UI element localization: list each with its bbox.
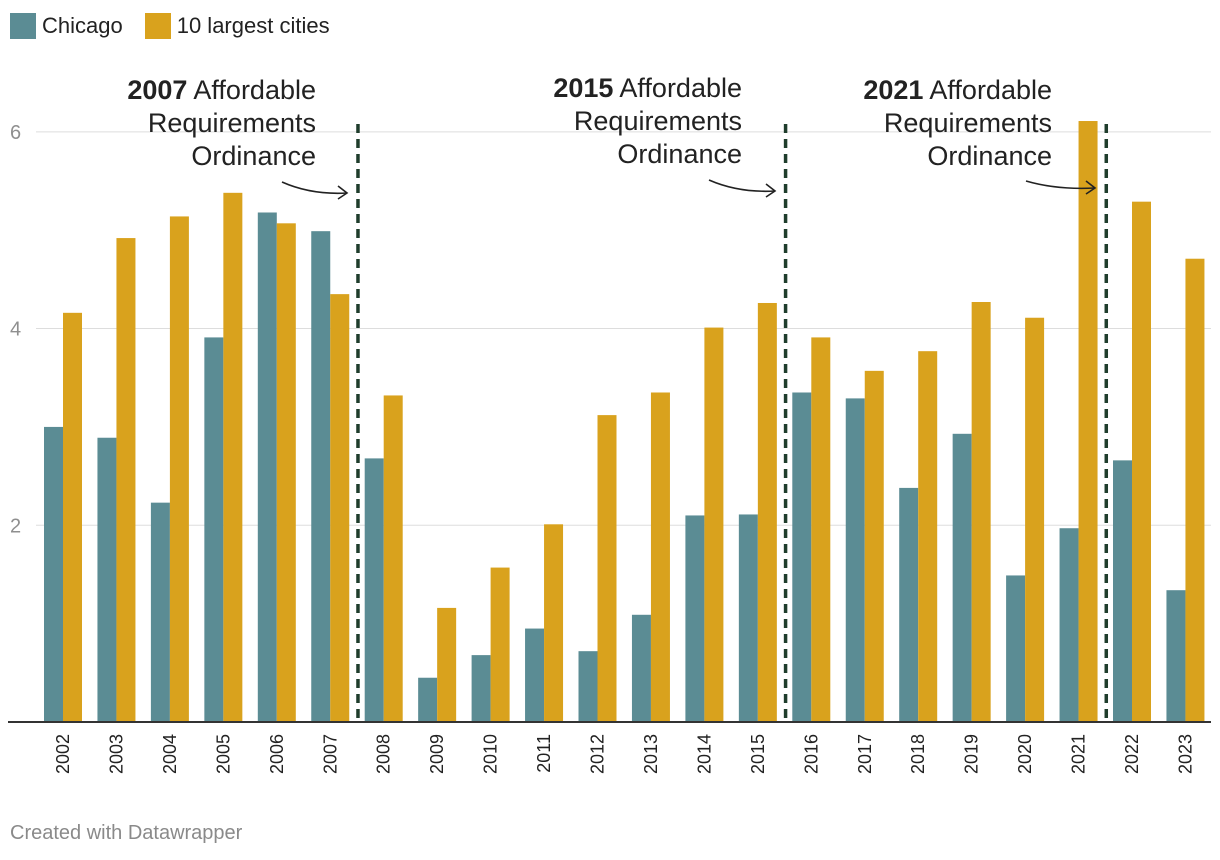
bar-chicago-2019 [952,433,972,722]
bar-largest-cities-2011 [544,524,564,722]
y-tick-label-6: 6 [10,122,21,144]
x-tick-label-2008: 2008 [374,734,394,774]
bar-largest-cities-2020 [1025,317,1045,722]
bar-largest-cities-2017 [864,370,884,722]
bar-chicago-2002 [44,426,63,722]
bar-largest-cities-2004 [169,216,189,723]
annotation-2021-line2: Requirements [883,108,1052,138]
bar-largest-cities-2015 [757,302,777,722]
annotation-arrowhead-2015 [765,183,777,198]
credit-text[interactable]: Created with Datawrapper [10,822,243,844]
x-tick-label-2005: 2005 [213,734,233,774]
bar-largest-cities-2007 [330,294,350,722]
bar-largest-cities-2021 [1078,121,1098,722]
bar-largest-cities-2002 [63,312,82,722]
x-tick-label-2003: 2003 [106,734,126,774]
annotation-arrow-2015 [708,179,776,193]
annotation-2021-line1: 2021 Affordable [863,75,1052,105]
y-tick-label-4: 4 [10,319,21,341]
x-tick-label-2004: 2004 [160,734,180,774]
bar-chicago-2005 [204,337,224,722]
x-tick-label-2017: 2017 [855,734,875,774]
bar-largest-cities-2022 [1132,201,1151,723]
bar-chicago-2013 [631,614,651,722]
bar-chicago-2008 [364,458,384,722]
bar-chicago-2014 [685,515,705,722]
bar-chicago-2011 [525,628,545,722]
bar-largest-cities-2023 [1185,258,1205,722]
bar-chicago-2009 [418,677,438,722]
x-tick-label-2006: 2006 [267,734,287,774]
annotation-2021: 2021 Affordable Requirements Ordinance [863,74,1052,173]
annotation-2007-line3: Ordinance [191,141,316,171]
bar-chicago-2018 [899,487,919,722]
annotation-arrow-2007 [281,181,348,195]
bar-largest-cities-2010 [490,567,510,722]
annotation-arrowhead-2021 [1085,180,1097,195]
annotation-2007-line2: Requirements [147,108,316,138]
bar-chicago-2010 [471,655,491,722]
x-tick-label-2010: 2010 [481,734,501,774]
x-tick-label-2007: 2007 [320,734,340,774]
bar-largest-cities-2014 [704,327,724,722]
x-tick-label-2019: 2019 [962,734,982,774]
x-tick-label-2015: 2015 [748,734,768,774]
bar-chicago-2016 [792,392,812,722]
annotation-2015-line2: Requirements [573,106,742,136]
x-tick-label-2011: 2011 [534,734,554,773]
x-tick-label-2018: 2018 [908,734,928,774]
bar-largest-cities-2009 [437,607,457,722]
annotation-2021-line3: Ordinance [927,141,1052,171]
x-tick-label-2012: 2012 [588,734,608,774]
bar-chicago-2007 [311,231,331,722]
bar-largest-cities-2003 [116,238,136,723]
bar-chicago-2012 [578,651,598,722]
bar-largest-cities-2016 [811,337,831,722]
annotation-2015: 2015 Affordable Requirements Ordinance [553,72,742,171]
annotation-2015-line3: Ordinance [617,139,742,169]
bar-largest-cities-2008 [383,395,403,722]
bar-largest-cities-2012 [597,415,617,722]
bar-chicago-2015 [738,514,758,722]
legend-label-largest-cities: 10 largest cities [176,13,330,38]
y-tick-label-2: 2 [10,515,21,537]
annotation-2007: 2007 Affordable Requirements Ordinance [127,74,316,173]
x-tick-label-2020: 2020 [1015,734,1035,774]
bar-chicago-2017 [845,398,865,722]
x-tick-label-2022: 2022 [1122,734,1142,774]
x-tick-label-2002: 2002 [53,734,73,774]
bar-chart: 2 4 6 2002 2003 2004 2005 2006 2007 2008 2009 2010 2… [8,121,1211,774]
x-tick-label-2009: 2009 [427,734,447,774]
bar-largest-cities-2005 [223,192,243,722]
legend-swatch-largest-cities [144,13,171,39]
bar-chicago-2020 [1006,575,1026,722]
legend-swatch-chicago [10,13,36,39]
bar-chicago-2006 [257,212,277,722]
legend-label-chicago: Chicago [42,13,123,38]
legend-item-chicago: Chicago [10,13,123,39]
annotation-arrowhead-2007 [337,185,349,200]
bar-chicago-2003 [97,437,117,722]
x-tick-label-2016: 2016 [801,734,821,774]
x-tick-label-2013: 2013 [641,734,661,774]
x-tick-label-2014: 2014 [694,734,714,774]
legend: Chicago 10 largest cities [10,13,330,39]
annotation-2007-line1: 2007 Affordable [127,75,316,105]
bar-chicago-2023 [1166,590,1186,722]
annotation-arrow-2021 [1025,180,1096,190]
bar-chicago-2021 [1059,528,1079,722]
bar-chicago-2004 [150,502,170,722]
bar-largest-cities-2019 [971,302,991,722]
bar-largest-cities-2006 [276,223,296,723]
bar-largest-cities-2013 [650,392,670,722]
bar-chicago-2022 [1113,460,1132,722]
legend-item-largest-cities: 10 largest cities [144,13,330,39]
annotation-2015-line1: 2015 Affordable [553,73,742,103]
x-tick-label-2023: 2023 [1175,734,1195,774]
x-tick-label-2021: 2021 [1069,734,1089,774]
bar-largest-cities-2018 [918,351,938,722]
